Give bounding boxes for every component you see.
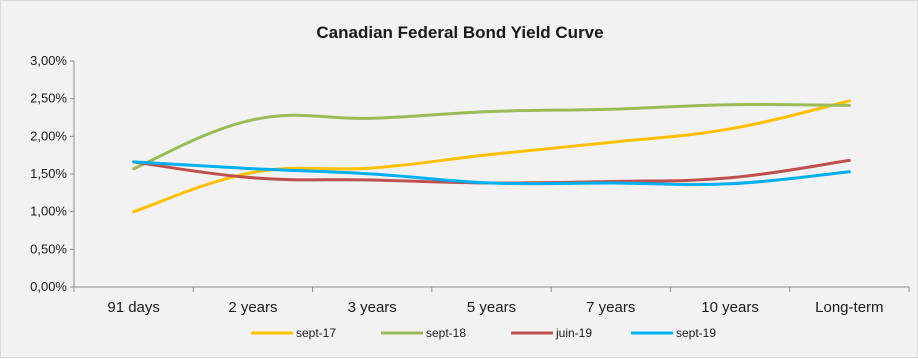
series-line-juin-19 — [132, 158, 851, 185]
y-tick-label: 1,00% — [30, 204, 67, 219]
y-tick-label: 0,00% — [30, 279, 67, 294]
y-tick-label: 2,00% — [30, 128, 67, 143]
x-tick-label: 3 years — [348, 299, 397, 316]
legend-label-sept-17: sept-17 — [296, 326, 336, 340]
series-line-sept-17 — [132, 99, 851, 214]
chart-title: Canadian Federal Bond Yield Curve — [316, 23, 603, 42]
x-tick-label: 2 years — [228, 299, 277, 316]
y-tick-label: 3,00% — [30, 53, 67, 68]
legend-label-sept-19: sept-19 — [676, 326, 716, 340]
series-line-sept-18 — [132, 102, 851, 171]
series-lines — [132, 99, 851, 214]
x-tick-label: 10 years — [701, 299, 759, 316]
y-tick-label: 2,50% — [30, 91, 67, 106]
legend-label-juin-19: juin-19 — [555, 326, 592, 340]
series-line-sept-19 — [132, 160, 851, 187]
axes — [73, 61, 909, 288]
y-tick-label: 1,50% — [30, 166, 67, 181]
x-tick-label: Long-term — [815, 299, 883, 316]
legend-label-sept-18: sept-18 — [426, 326, 466, 340]
x-tick-label: 5 years — [467, 299, 516, 316]
x-axis-ticks: 91 days 2 years 3 years 5 years 7 years 10 ye… — [73, 287, 910, 316]
legend: sept-17 sept-18 juin-19 sept-19 — [251, 326, 716, 340]
y-axis-ticks: 0,00% 0,50% 1,00% 1,50% 2,00% 2,50% 3,00% — [30, 53, 74, 294]
x-tick-label: 91 days — [107, 299, 160, 316]
x-tick-label: 7 years — [586, 299, 635, 316]
y-tick-label: 0,50% — [30, 241, 67, 256]
